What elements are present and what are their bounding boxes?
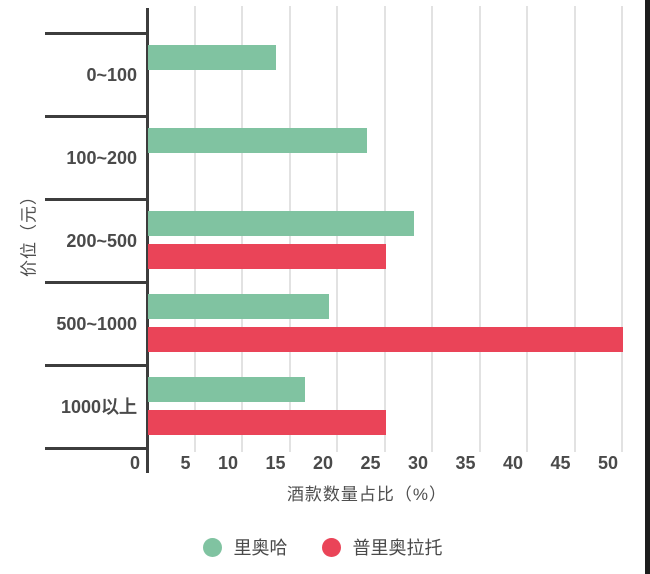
- legend-dot-icon: [321, 537, 341, 557]
- bar-里奥哈-0~100: [148, 45, 277, 70]
- gridline: [621, 6, 623, 452]
- bar-里奥哈-1000以上: [148, 377, 305, 402]
- legend-item: 普里奥拉托: [321, 534, 443, 560]
- category-tick-line: [45, 447, 147, 450]
- category-tick-line: [45, 115, 147, 118]
- x-axis-title: 酒款数量占比（%）: [286, 485, 448, 504]
- x-tick-label: 10: [217, 453, 238, 473]
- legend-item: 里奥哈: [202, 534, 288, 560]
- category-tick-line: [45, 32, 147, 35]
- bar-里奥哈-100~200: [148, 128, 367, 153]
- gridline: [526, 6, 528, 452]
- y-axis-title: 价位（元）: [19, 187, 39, 277]
- bar-普里奥拉托-1000以上: [148, 410, 386, 435]
- x-tick-label: 45: [550, 453, 571, 473]
- x-tick-label: 50: [597, 453, 618, 473]
- category-label: 1000以上: [60, 396, 137, 417]
- y-axis-line: [146, 8, 149, 473]
- gridline: [478, 6, 481, 452]
- x-tick-label: 15: [265, 453, 286, 473]
- legend-label: 普里奥拉托: [352, 538, 443, 558]
- category-label: 500~1000: [56, 313, 137, 334]
- x-tick-label: 35: [455, 453, 476, 473]
- x-tick-label: 25: [360, 453, 381, 473]
- legend-dot-icon: [202, 537, 222, 557]
- bar-普里奥拉托-500~1000: [148, 327, 623, 352]
- bar-里奥哈-500~1000: [148, 294, 329, 319]
- category-label: 100~200: [66, 147, 137, 168]
- x-tick-label: 40: [502, 453, 523, 473]
- x-tick-label: 30: [407, 453, 428, 473]
- x-tick-label: 5: [180, 453, 191, 473]
- bar-普里奥拉托-200~500: [148, 244, 386, 269]
- category-tick-line: [45, 281, 147, 284]
- gridline: [573, 6, 576, 452]
- legend: 里奥哈 普里奥拉托: [0, 534, 645, 560]
- category-tick-line: [45, 198, 147, 201]
- category-label: 0~100: [86, 64, 137, 85]
- category-label: 200~500: [66, 230, 137, 251]
- category-tick-line: [45, 364, 147, 367]
- legend-label: 里奥哈: [233, 538, 288, 558]
- x-tick-label: 20: [312, 453, 333, 473]
- bar-里奥哈-200~500: [148, 211, 414, 236]
- right-border-line: [645, 0, 650, 574]
- x-tick-label: 0: [129, 453, 140, 473]
- gridline: [431, 6, 433, 452]
